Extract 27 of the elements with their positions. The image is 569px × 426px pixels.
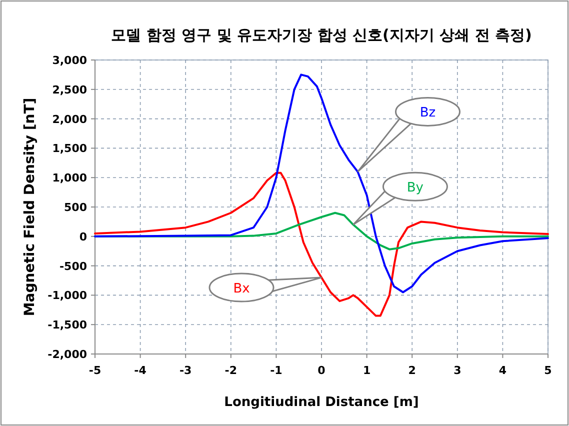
y-tick-label: 1,000 xyxy=(52,172,88,185)
x-tick-label: -5 xyxy=(88,364,102,377)
x-tick-label: 1 xyxy=(362,364,371,377)
y-tick-label: -1,500 xyxy=(48,318,88,332)
x-tick-label: 2 xyxy=(408,364,416,377)
x-tick-label: 0 xyxy=(318,364,326,377)
chart-title: 모델 함정 영구 및 유도자기장 합성 신호(지자기 상쇄 전 측정) xyxy=(111,26,532,44)
y-tick-label: 0 xyxy=(79,230,88,244)
y-axis-title: Magnetic Field Density [nT] xyxy=(22,98,38,316)
x-tick-label: -4 xyxy=(134,364,147,377)
line-series xyxy=(94,172,549,317)
x-tick-label: 4 xyxy=(498,364,507,377)
x-axis-title: Longitiudinal Distance [m] xyxy=(224,395,419,410)
y-tick-label: -2,000 xyxy=(48,348,88,361)
y-tick-label: 500 xyxy=(64,201,88,214)
y-tick-label: 2,500 xyxy=(52,83,88,96)
y-tick-label: 3,000 xyxy=(52,54,88,67)
x-tick-label: -3 xyxy=(179,364,192,377)
x-tick-label: 5 xyxy=(544,364,552,377)
x-tick-label: -1 xyxy=(270,364,282,377)
x-tick-label: 3 xyxy=(454,364,462,377)
line-series xyxy=(94,74,549,294)
y-tick-label: 1,500 xyxy=(52,142,88,156)
y-tick-label: -500 xyxy=(59,260,88,273)
x-tick-label: -2 xyxy=(224,364,238,377)
y-tick-label: -1,000 xyxy=(48,289,88,302)
y-tick-label: 2,000 xyxy=(52,112,88,126)
